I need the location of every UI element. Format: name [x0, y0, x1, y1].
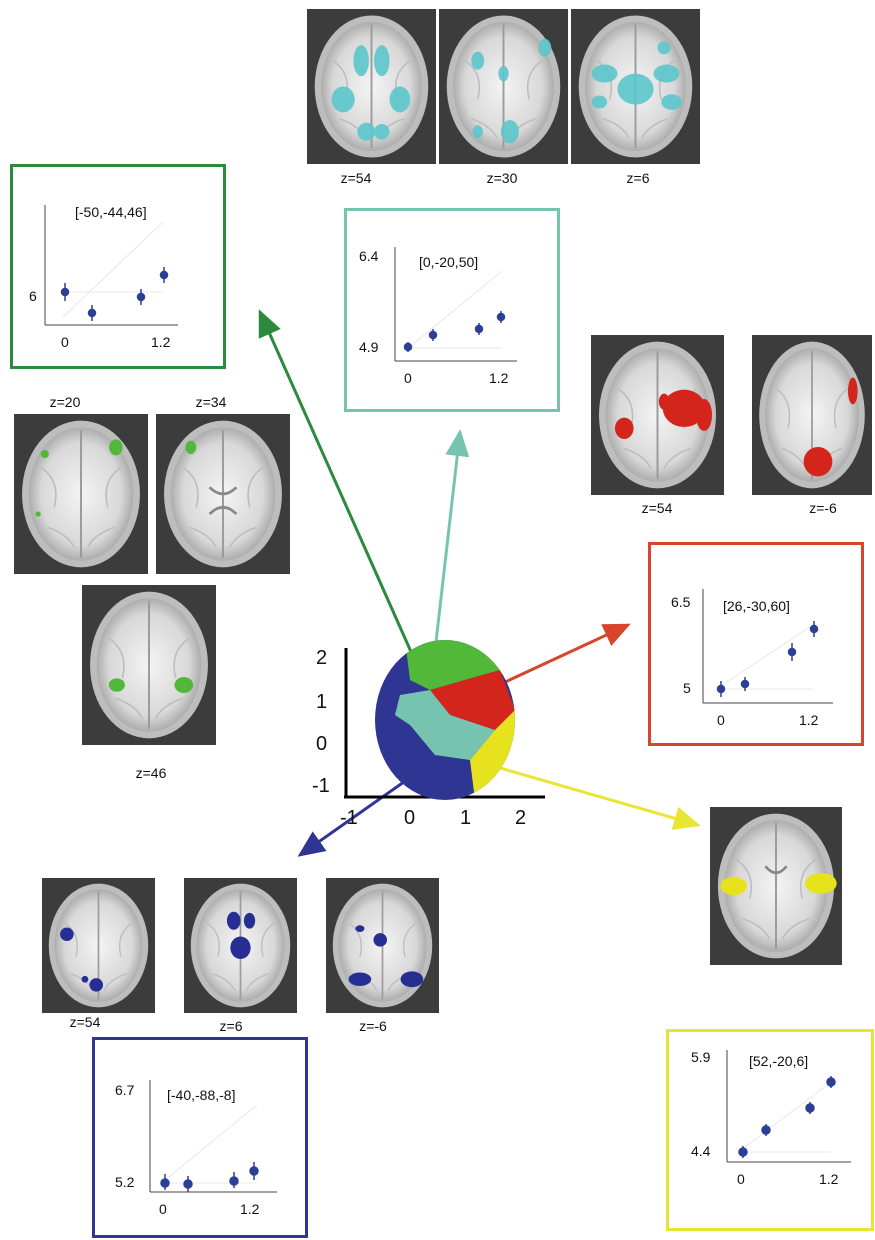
- slice-label: z=30: [486, 170, 518, 186]
- data-point: [249, 1166, 259, 1176]
- brain-slice-blue-2: [184, 878, 297, 1013]
- y-label: 6: [29, 288, 37, 304]
- y-bottom: 4.9: [359, 339, 379, 355]
- slice-label: z=20: [49, 394, 81, 410]
- data-point: [474, 324, 484, 334]
- data-point: [229, 1176, 239, 1186]
- data-point: [60, 287, 70, 297]
- data-point: [761, 1125, 771, 1135]
- x-tick: 1.2: [819, 1171, 839, 1187]
- arrow-yellow: [499, 766, 701, 830]
- arrow-green: [258, 309, 430, 691]
- y-top: 5.9: [691, 1049, 711, 1065]
- data-point: [403, 342, 413, 352]
- x-tick: 0: [717, 712, 725, 728]
- x-tick: 2: [515, 807, 526, 829]
- x-tick: 0: [159, 1201, 167, 1217]
- brain-slice-red-1: [591, 335, 724, 495]
- x-tick: 0: [404, 807, 415, 829]
- data-point: [740, 679, 750, 689]
- data-point: [428, 330, 438, 340]
- data-point: [826, 1077, 836, 1087]
- brain-slice-red-2: [752, 335, 872, 495]
- brain-slice-green-1: [14, 414, 148, 574]
- y-top: 6.5: [671, 594, 691, 610]
- data-point: [787, 647, 797, 657]
- central-scatter-plot: 2 1 0 -1 -1 0 1 2: [312, 640, 545, 829]
- coord-label: [0,-20,50]: [419, 254, 478, 270]
- x-tick: 0: [737, 1171, 745, 1187]
- x-tick: 1.2: [151, 334, 171, 350]
- brain-slice-yellow: [710, 807, 842, 965]
- data-point: [159, 270, 169, 280]
- coord-label: [26,-30,60]: [723, 598, 790, 614]
- brain-slice-cyan-1: [307, 9, 436, 164]
- y-bottom: 4.4: [691, 1143, 711, 1159]
- data-point: [496, 312, 506, 322]
- y-bottom: 5: [683, 680, 691, 696]
- y-top: 6.4: [359, 248, 379, 264]
- coord-label: [52,-20,6]: [749, 1053, 808, 1069]
- plot-panel-red: 6.5 5 [26,-30,60] 0 1.2: [648, 542, 864, 746]
- data-point: [136, 292, 146, 302]
- plot-panel-green: [-50,-44,46] 6 0 1.2: [10, 164, 226, 369]
- data-point: [87, 308, 97, 318]
- data-point: [160, 1178, 170, 1188]
- y-tick: 2: [316, 647, 327, 669]
- data-point: [805, 1103, 815, 1113]
- plot-panel-blue: 6.7 5.2 [-40,-88,-8] 0 1.2: [92, 1037, 308, 1238]
- x-tick: 0: [61, 334, 69, 350]
- plot-panel-teal: 6.4 4.9 [0,-20,50] 0 1.2: [344, 208, 560, 412]
- brain-slice-blue-1: [42, 878, 155, 1013]
- data-point: [716, 684, 726, 694]
- y-top: 6.7: [115, 1082, 135, 1098]
- slice-label: z=54: [340, 170, 372, 186]
- x-tick: 1.2: [240, 1201, 260, 1217]
- slice-label: z=-6: [359, 1018, 387, 1034]
- plot-panel-yellow: 5.9 4.4 [52,-20,6] 0 1.2: [666, 1029, 874, 1231]
- x-tick: 1.2: [489, 370, 509, 386]
- y-tick: 1: [316, 691, 327, 713]
- brain-slice-cyan-3: [571, 9, 700, 164]
- coord-label: [-40,-88,-8]: [167, 1087, 235, 1103]
- slice-label: z=54: [641, 500, 673, 516]
- brain-slice-blue-3: [326, 878, 439, 1013]
- slice-label: z=34: [195, 394, 227, 410]
- brain-slice-green-3: [82, 585, 216, 745]
- data-point: [183, 1179, 193, 1189]
- y-tick: -1: [312, 775, 330, 797]
- brain-slice-green-2: [156, 414, 290, 574]
- slice-label: z=54: [69, 1014, 101, 1030]
- brain-slice-cyan-2: [439, 9, 568, 164]
- x-tick: 1: [460, 807, 471, 829]
- slice-label: z=46: [135, 765, 167, 781]
- data-point: [738, 1147, 748, 1157]
- arrow-red: [487, 623, 631, 692]
- slice-label: z=-6: [809, 500, 837, 516]
- x-tick: -1: [340, 807, 358, 829]
- x-tick: 0: [404, 370, 412, 386]
- x-tick: 1.2: [799, 712, 819, 728]
- coord-label: [-50,-44,46]: [75, 204, 147, 220]
- data-point: [809, 624, 819, 634]
- y-bottom: 5.2: [115, 1174, 135, 1190]
- y-tick: 0: [316, 733, 327, 755]
- slice-label: z=6: [219, 1018, 243, 1034]
- slice-label: z=6: [626, 170, 650, 186]
- arrow-blue: [297, 770, 419, 857]
